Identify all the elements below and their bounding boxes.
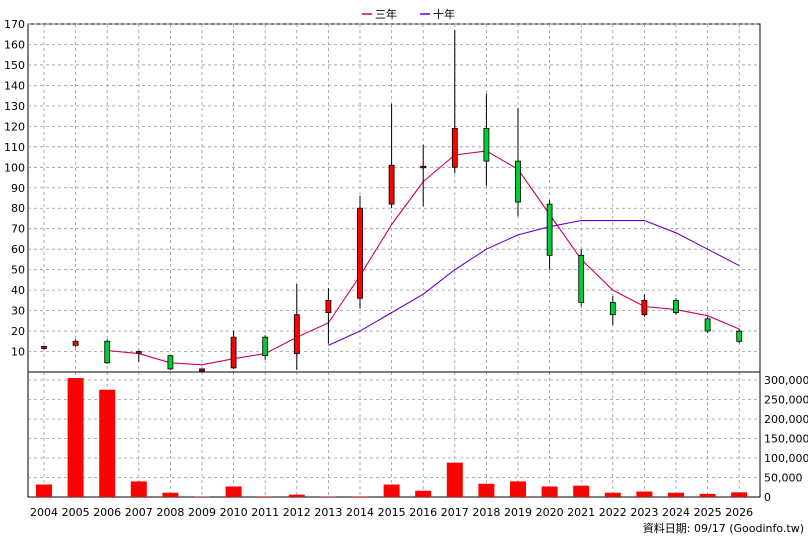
volume-bar [700,494,716,497]
candle-body [42,346,47,348]
candle-body [516,161,521,202]
candle-body [452,128,457,167]
volume-bar [636,492,652,497]
candle-body [579,255,584,302]
volume-bar [668,493,684,497]
price-tick-label: 50 [11,264,25,277]
price-tick-label: 60 [11,243,25,256]
volume-bar [605,493,621,497]
x-tick-label: 2012 [283,506,311,519]
volume-bar [573,486,589,497]
price-tick-label: 70 [11,223,25,236]
candle-body [231,337,236,368]
candle-body [610,302,615,314]
volume-bar [131,481,147,497]
x-tick-label: 2008 [156,506,184,519]
price-tick-label: 120 [4,120,25,133]
candle-body [294,315,299,354]
x-tick-label: 2007 [125,506,153,519]
volume-tick-label: 0 [764,491,771,504]
x-tick-label: 2005 [62,506,90,519]
candle-body [642,300,647,314]
x-tick-label: 2026 [725,506,753,519]
x-tick-label: 2019 [504,506,532,519]
volume-bar [447,463,463,497]
volume-bar [478,484,494,497]
volume-bar [68,378,84,497]
price-tick-label: 80 [11,202,25,215]
volume-bar [36,485,52,497]
x-tick-label: 2013 [314,506,342,519]
price-tick-label: 30 [11,305,25,318]
volume-tick-label: 250,000 [764,394,808,407]
volume-tick-label: 150,000 [764,433,808,446]
price-tick-label: 170 [4,18,25,31]
candle-body [389,165,394,204]
x-tick-label: 2006 [93,506,121,519]
volume-bar [162,493,178,497]
x-tick-label: 2010 [220,506,248,519]
legend-label: 三年 [375,7,397,21]
volume-bar [99,390,115,497]
plot-area [28,24,760,497]
volume-tick-label: 50,000 [764,472,803,485]
volume-bar [542,486,558,497]
volume-bar [731,492,747,497]
price-tick-label: 10 [11,346,25,359]
volume-bar [352,496,368,497]
price-tick-label: 20 [11,325,25,338]
x-tick-label: 2024 [662,506,690,519]
candle-body [136,352,141,354]
data-date-footer: 資料日期: 09/17 (Goodinfo.tw) [643,521,804,535]
price-tick-label: 110 [4,141,25,154]
candle-body [105,341,110,362]
x-tick-label: 2004 [30,506,58,519]
x-tick-label: 2023 [630,506,658,519]
price-tick-label: 150 [4,59,25,72]
volume-bar [289,495,305,497]
price-tick-label: 130 [4,100,25,113]
volume-bar [415,491,431,497]
candle-body [737,331,742,341]
candle-body [547,204,552,255]
volume-bar [257,496,273,497]
candle-body [263,337,268,355]
x-tick-label: 2016 [409,506,437,519]
x-tick-label: 2020 [536,506,564,519]
candle-body [484,128,489,161]
candle-body [674,300,679,312]
candle-body [326,300,331,312]
legend-label: 十年 [433,7,455,21]
price-tick-label: 140 [4,79,25,92]
candle-body [168,356,173,369]
x-tick-label: 2025 [694,506,722,519]
candle-body [200,369,205,371]
candle-body [73,341,78,345]
volume-bar [510,481,526,497]
price-tick-label: 90 [11,182,25,195]
x-tick-label: 2018 [472,506,500,519]
x-tick-label: 2014 [346,506,374,519]
volume-bar [384,485,400,497]
candle-body [705,319,710,331]
volume-tick-label: 200,000 [764,413,808,426]
price-tick-label: 100 [4,161,25,174]
candle-body [421,166,426,168]
price-tick-label: 40 [11,284,25,297]
candle-body [358,208,363,298]
volume-tick-label: 300,000 [764,374,808,387]
x-tick-label: 2021 [567,506,595,519]
x-tick-label: 2011 [251,506,279,519]
x-tick-label: 2017 [441,506,469,519]
volume-tick-label: 100,000 [764,452,808,465]
x-tick-label: 2009 [188,506,216,519]
volume-bar [226,486,242,497]
x-tick-label: 2015 [378,506,406,519]
price-tick-label: 160 [4,38,25,51]
x-tick-label: 2022 [599,506,627,519]
